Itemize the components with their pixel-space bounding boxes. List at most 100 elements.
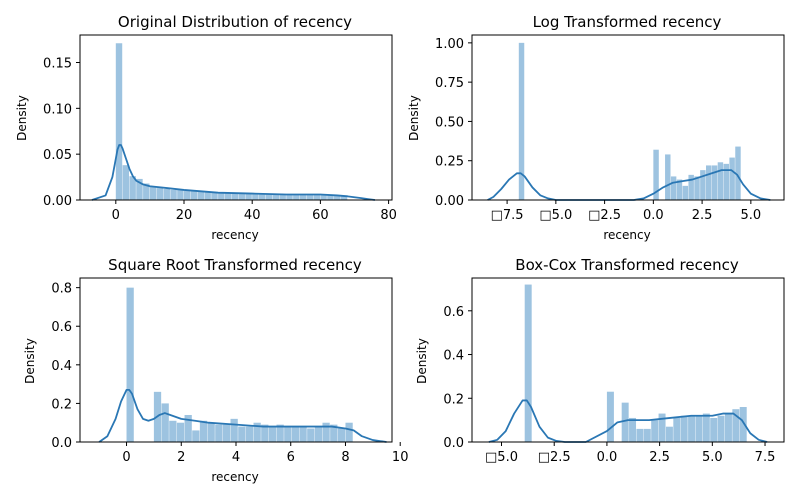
y-tick-label: 1.00	[435, 37, 464, 52]
histogram-bar	[314, 426, 323, 442]
kde-line	[488, 399, 768, 443]
histogram-bar	[199, 420, 208, 442]
panel-title: Square Root Transformed recency	[108, 256, 362, 274]
x-tick-label: 60	[312, 208, 329, 223]
y-axis-label: Density	[407, 95, 421, 141]
histogram-bar	[143, 183, 150, 200]
histogram-bar	[337, 428, 346, 442]
histogram-bar	[710, 417, 718, 442]
histogram-bar	[658, 413, 666, 442]
histogram-bar	[291, 426, 300, 442]
panel-original: Original Distribution of recency recency…	[15, 13, 397, 242]
histogram-bar	[682, 185, 689, 200]
histogram-bar	[524, 284, 532, 442]
histogram-bar	[184, 190, 191, 200]
histogram-bar	[723, 163, 729, 200]
x-tick-label: 0	[112, 208, 120, 223]
x-axis-label: recency	[211, 228, 258, 242]
histogram-bar	[299, 194, 307, 200]
histogram-bar	[307, 428, 315, 442]
histogram-bar	[717, 415, 725, 442]
plot-area: 0 2 4 6 8 10 0.0 0.2 0.4 0.6 0.8	[51, 277, 408, 465]
axes-frame	[79, 34, 393, 201]
kde-line	[91, 144, 376, 201]
y-tick-label: 0.05	[43, 148, 72, 163]
histogram-bar	[322, 422, 330, 442]
histogram-bar	[700, 170, 706, 200]
histogram-bar	[211, 192, 218, 200]
histogram-bar	[688, 415, 696, 442]
y-tick-label: 0.75	[435, 76, 464, 91]
histogram-bar	[706, 165, 712, 200]
kde-line	[487, 169, 771, 201]
histogram-bar	[238, 193, 245, 200]
histogram-bar	[313, 194, 320, 200]
histogram-bar	[670, 176, 677, 200]
y-tick-label: 0.50	[435, 115, 464, 130]
axes-frame	[471, 34, 785, 201]
histogram-bar	[259, 193, 266, 200]
y-tick-label: 0.10	[43, 102, 72, 117]
histogram-bar	[245, 193, 252, 200]
histogram-bar	[717, 162, 724, 200]
histogram-bar	[306, 194, 314, 200]
x-axis-label: recency	[603, 228, 650, 242]
histogram-bar	[190, 190, 198, 200]
y-axis-label: Density	[415, 338, 429, 384]
kde-line	[98, 389, 387, 443]
histogram-bar	[197, 191, 205, 200]
panel-title: Box-Cox Transformed recency	[515, 256, 739, 274]
x-tick-label: □5.0	[485, 450, 518, 465]
histogram-bar	[161, 403, 169, 442]
x-tick-label: 0.0	[643, 208, 664, 223]
x-tick-label: 40	[244, 208, 261, 223]
histogram-bar	[224, 192, 232, 200]
histogram-bar	[665, 426, 673, 442]
panel-log: Log Transformed recency recency Density …	[407, 13, 785, 242]
x-tick-label: □2.5	[588, 208, 621, 223]
histogram-bar	[222, 424, 231, 442]
x-tick-label: 5.0	[741, 208, 762, 223]
histogram-bar	[629, 417, 637, 442]
x-tick-label: □5.0	[539, 208, 572, 223]
histogram-bar	[163, 189, 170, 200]
histogram-bar	[653, 149, 659, 200]
y-tick-label: 0.6	[443, 305, 464, 320]
histogram-bar	[276, 424, 284, 442]
y-tick-label: 0.8	[51, 282, 72, 297]
histogram-bar	[688, 174, 694, 200]
histogram-bar	[711, 165, 718, 200]
y-tick-label: 0.2	[443, 392, 464, 407]
histogram-bar	[636, 428, 644, 442]
histogram-bar	[345, 422, 353, 442]
histogram-bar	[126, 287, 134, 442]
histogram-bar	[735, 146, 741, 200]
y-tick-label: 0.0	[443, 436, 464, 451]
histogram-bar	[268, 426, 277, 442]
histogram-bar	[231, 193, 239, 200]
histogram-bar	[694, 176, 700, 200]
x-tick-label: 2	[177, 450, 185, 465]
histogram-bar	[129, 176, 136, 200]
histogram-bar	[204, 191, 211, 200]
plot-area: 0 20 40 60 80 0.00 0.05 0.10 0.15	[43, 34, 397, 223]
x-tick-label: 7.5	[755, 450, 776, 465]
histogram-bar	[218, 192, 225, 200]
x-tick-label: □2.5	[538, 450, 571, 465]
histogram-bar	[334, 195, 341, 200]
x-tick-label: 6	[287, 450, 295, 465]
y-tick-label: 0.00	[435, 194, 464, 209]
histogram-bar	[156, 188, 164, 200]
histogram-bar	[643, 428, 651, 442]
x-tick-label: 80	[380, 208, 397, 223]
histogram-bar	[215, 424, 223, 442]
x-tick-label: 20	[176, 208, 193, 223]
histogram-bar	[651, 420, 659, 442]
x-tick-label: 4	[232, 450, 240, 465]
histogram-bar	[261, 424, 269, 442]
y-tick-label: 0.6	[51, 320, 72, 335]
x-tick-label: 2.5	[692, 208, 713, 223]
histogram-bar	[327, 194, 334, 200]
histogram-bar	[729, 157, 735, 200]
histogram-bar	[299, 426, 307, 442]
